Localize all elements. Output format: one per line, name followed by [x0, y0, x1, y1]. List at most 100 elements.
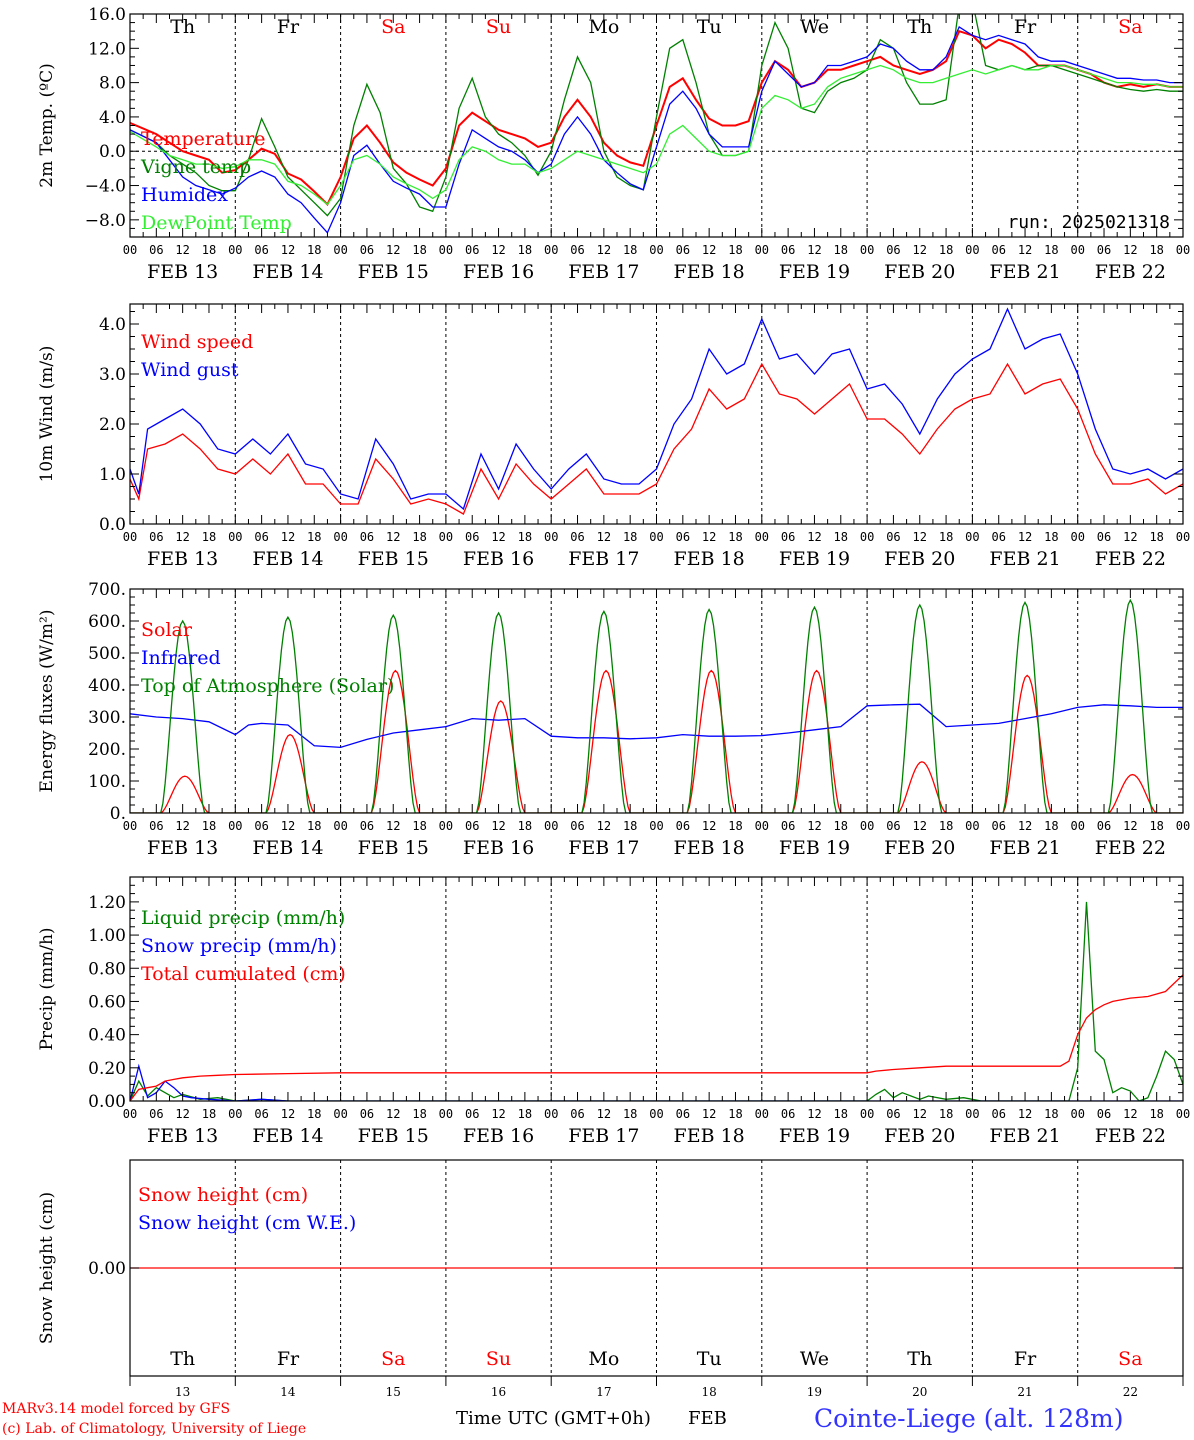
hour-tick-label: 12: [1123, 530, 1137, 544]
hour-tick-label: 00: [228, 1107, 242, 1121]
hour-tick-label: 06: [149, 1107, 163, 1121]
weekday-label: Fr: [277, 1348, 300, 1370]
hour-tick-label: 18: [1149, 1107, 1163, 1121]
y-tick-label: 12.0: [88, 39, 126, 59]
hour-tick-label: 12: [913, 819, 927, 833]
hour-tick-label: 00: [755, 819, 769, 833]
y-tick-label: 8.0: [99, 74, 126, 94]
hour-tick-label: 18: [412, 243, 426, 257]
hour-tick-label: 12: [913, 530, 927, 544]
weekday-label: Su: [486, 16, 511, 38]
hour-tick-label: 06: [360, 530, 374, 544]
hour-tick-label: 18: [412, 819, 426, 833]
legend-entry: Solar: [141, 619, 193, 641]
date-label: FEB 18: [674, 261, 745, 283]
hour-tick-label: 06: [254, 1107, 268, 1121]
day-number-label: 16: [491, 1385, 506, 1399]
hour-tick-label: 06: [991, 530, 1005, 544]
y-tick-label: 0.00: [88, 1092, 126, 1112]
hour-tick-label: 18: [518, 530, 532, 544]
hour-tick-label: 00: [860, 1107, 874, 1121]
hour-tick-label: 12: [175, 243, 189, 257]
hour-tick-label: 12: [807, 243, 821, 257]
legend-entry: Snow height (cm): [138, 1184, 308, 1206]
y-tick-label: 16.0: [88, 5, 126, 25]
footer-model-text: MARv3.14 model forced by GFS: [2, 1401, 230, 1417]
hour-tick-label: 18: [623, 1107, 637, 1121]
hour-tick-label: 18: [939, 243, 953, 257]
hour-tick-label: 06: [465, 530, 479, 544]
hour-tick-label: 00: [123, 243, 137, 257]
hour-tick-label: 12: [807, 530, 821, 544]
day-number-label: 19: [807, 1385, 822, 1399]
hour-tick-label: 12: [597, 819, 611, 833]
weekday-label: We: [800, 1348, 829, 1370]
hour-tick-label: 12: [386, 530, 400, 544]
hour-tick-label: 06: [254, 530, 268, 544]
date-label: FEB 20: [884, 1125, 955, 1147]
series-line: [130, 25, 1183, 234]
hour-tick-label: 00: [544, 1107, 558, 1121]
series-line: [130, 598, 1183, 813]
weekday-label: Mo: [588, 1348, 619, 1370]
series-group: [130, 901, 1183, 1101]
hour-tick-label: 00: [544, 243, 558, 257]
legend-entry: Total cumulated (cm): [141, 963, 346, 985]
date-label: FEB 15: [358, 548, 429, 570]
weekday-label: Sa: [381, 16, 405, 38]
hour-tick-label: 00: [649, 1107, 663, 1121]
hour-tick-label: 18: [1044, 819, 1058, 833]
hour-tick-label: 00: [649, 819, 663, 833]
legend-temp: Temperature Vigne temp Humidex DewPoint Tem…: [140, 128, 292, 234]
hour-tick-label: 06: [149, 819, 163, 833]
hour-tick-label: 06: [676, 1107, 690, 1121]
hour-tick-label: 18: [939, 1107, 953, 1121]
hour-tick-label: 00: [333, 243, 347, 257]
series-line: [130, 64, 1183, 206]
hour-tick-label: 00: [860, 530, 874, 544]
hour-tick-label: 06: [676, 530, 690, 544]
hour-tick-label: 06: [570, 1107, 584, 1121]
legend-entry: Infrared: [141, 647, 221, 669]
series-line: [130, 1063, 1183, 1101]
hour-tick-label: 00: [1070, 243, 1084, 257]
y-tick-label: 1.20: [88, 893, 126, 913]
run-label: run: 2025021318: [1007, 212, 1170, 233]
hour-tick-label: 06: [886, 530, 900, 544]
y-axis-label: Energy fluxes (W/m²): [37, 610, 57, 793]
hour-tick-label: 06: [465, 1107, 479, 1121]
hour-tick-label: 00: [755, 530, 769, 544]
time-axis-label: Time UTC (GMT+0h): [456, 1408, 651, 1429]
hour-tick-label: 18: [307, 243, 321, 257]
date-label: FEB 19: [779, 261, 850, 283]
weekday-label: We: [800, 16, 829, 38]
hour-tick-label: 00: [860, 243, 874, 257]
date-label: FEB 19: [779, 837, 850, 859]
date-label: FEB 21: [989, 548, 1060, 570]
y-tick-label: 400.: [88, 676, 126, 696]
hour-tick-label: 18: [1149, 530, 1163, 544]
series-line: [130, 29, 1183, 207]
series-line: [130, 901, 1183, 1101]
date-label: FEB 13: [147, 261, 218, 283]
hour-tick-label: 00: [544, 530, 558, 544]
y-tick-label: 0.60: [88, 992, 126, 1012]
series-group: [130, 598, 1183, 813]
hour-tick-label: 18: [518, 819, 532, 833]
date-label: FEB 14: [252, 837, 323, 859]
hour-tick-label: 12: [1018, 1107, 1032, 1121]
hour-tick-label: 06: [781, 819, 795, 833]
hour-tick-label: 12: [1123, 1107, 1137, 1121]
hour-tick-label: 00: [755, 1107, 769, 1121]
y-axis-label: 10m Wind (m/s): [37, 346, 57, 483]
hour-tick-label: 18: [1149, 243, 1163, 257]
weekday-label: Mo: [588, 16, 619, 38]
hour-tick-label: 18: [412, 1107, 426, 1121]
hour-tick-label: 00: [123, 1107, 137, 1121]
hour-tick-label: 12: [702, 819, 716, 833]
date-label: FEB 15: [358, 837, 429, 859]
date-label: FEB 20: [884, 837, 955, 859]
hour-tick-label: 06: [570, 243, 584, 257]
hour-tick-label: 00: [649, 530, 663, 544]
date-label: FEB 22: [1095, 548, 1166, 570]
